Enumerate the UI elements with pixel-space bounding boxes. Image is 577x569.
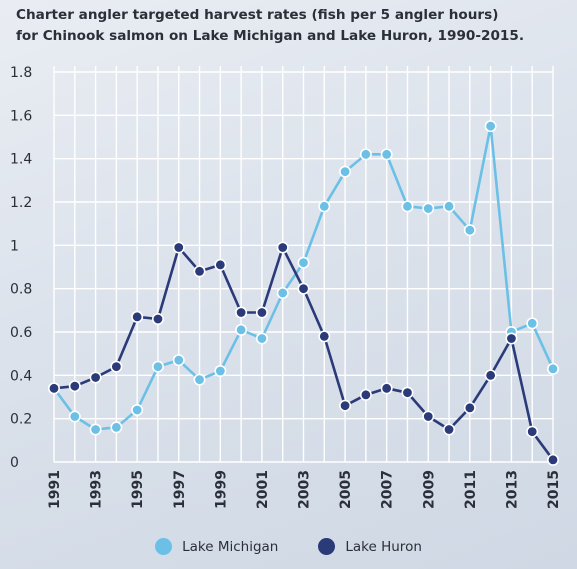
y-tick-label: 0.8: [10, 282, 32, 298]
data-point-lake-michigan: [193, 373, 206, 386]
legend-label-michigan: Lake Michigan: [182, 538, 279, 555]
data-point-lake-michigan: [297, 256, 310, 269]
data-point-lake-huron: [89, 371, 102, 384]
data-point-lake-huron: [297, 282, 310, 295]
x-tick-label: 1993: [89, 470, 105, 509]
data-point-lake-huron: [193, 265, 206, 278]
data-point-lake-michigan: [463, 224, 476, 237]
data-point-lake-michigan: [255, 332, 268, 345]
data-point-lake-michigan: [89, 423, 102, 436]
data-point-lake-michigan: [110, 421, 123, 434]
data-point-lake-huron: [339, 399, 352, 412]
x-tick-label: 2007: [380, 470, 396, 509]
data-point-lake-huron: [172, 241, 185, 254]
data-point-lake-michigan: [276, 286, 289, 299]
data-point-lake-huron: [380, 382, 393, 395]
y-tick-label: 0: [10, 455, 19, 471]
y-tick-label: 1.2: [10, 195, 32, 211]
legend-swatch-huron: [318, 538, 336, 555]
data-point-lake-michigan: [526, 317, 539, 330]
legend-item-michigan: Lake Michigan: [155, 538, 278, 555]
data-point-lake-huron: [110, 360, 123, 373]
data-point-lake-huron: [255, 306, 268, 319]
x-tick-label: 1999: [213, 470, 229, 509]
data-point-lake-huron: [47, 382, 60, 395]
x-tick-label: 1991: [47, 470, 63, 509]
x-tick-label: 2011: [463, 470, 479, 509]
data-point-lake-michigan: [380, 148, 393, 161]
data-point-lake-michigan: [422, 202, 435, 215]
x-tick-label: 1995: [130, 470, 146, 509]
y-tick-label: 1: [10, 238, 19, 254]
x-tick-label: 1997: [172, 470, 188, 509]
data-point-lake-huron: [401, 386, 414, 399]
x-tick-label: 2013: [504, 470, 520, 509]
data-point-lake-michigan: [546, 362, 559, 375]
data-point-lake-huron: [151, 312, 164, 325]
data-point-lake-huron: [131, 310, 144, 323]
data-point-lake-huron: [546, 453, 559, 466]
data-point-lake-michigan: [235, 323, 248, 336]
legend-item-huron: Lake Huron: [318, 538, 422, 555]
data-point-lake-huron: [443, 423, 456, 436]
chart-title: Charter angler targeted harvest rates (f…: [16, 5, 566, 47]
chart-title-line-1: Charter angler targeted harvest rates (f…: [16, 7, 499, 23]
y-tick-label: 0.2: [10, 412, 32, 428]
data-point-lake-huron: [359, 388, 372, 401]
y-tick-label: 0.6: [10, 325, 32, 341]
data-point-lake-michigan: [318, 200, 331, 213]
data-point-lake-michigan: [401, 200, 414, 213]
x-tick-label: 2009: [421, 470, 437, 509]
data-point-lake-michigan: [68, 410, 81, 423]
data-point-lake-huron: [214, 258, 227, 271]
legend-swatch-michigan: [155, 538, 173, 555]
legend-label-huron: Lake Huron: [345, 538, 422, 555]
legend: Lake Michigan Lake Huron: [0, 538, 577, 555]
y-tick-label: 1.6: [10, 108, 32, 124]
chart-title-line-2: for Chinook salmon on Lake Michigan and …: [16, 28, 524, 44]
data-point-lake-michigan: [484, 120, 497, 133]
data-point-lake-huron: [463, 401, 476, 414]
data-point-lake-huron: [276, 241, 289, 254]
data-point-lake-michigan: [151, 360, 164, 373]
data-point-lake-michigan: [443, 200, 456, 213]
data-point-lake-huron: [318, 330, 331, 343]
data-point-lake-huron: [505, 332, 518, 345]
x-tick-label: 2001: [255, 470, 271, 509]
data-point-lake-huron: [68, 380, 81, 393]
data-point-lake-huron: [235, 306, 248, 319]
data-point-lake-michigan: [131, 403, 144, 416]
y-tick-label: 1.4: [10, 152, 32, 168]
data-point-lake-huron: [422, 410, 435, 423]
data-point-lake-michigan: [214, 364, 227, 377]
x-tick-label: 2005: [338, 470, 354, 509]
y-tick-label: 0.4: [10, 368, 32, 384]
data-point-lake-michigan: [172, 354, 185, 367]
data-point-lake-huron: [526, 425, 539, 438]
y-tick-label: 1.8: [10, 65, 32, 81]
data-point-lake-michigan: [339, 165, 352, 178]
x-tick-label: 2015: [546, 470, 562, 509]
data-point-lake-huron: [484, 369, 497, 382]
x-tick-label: 2003: [297, 470, 313, 509]
data-point-lake-michigan: [359, 148, 372, 161]
